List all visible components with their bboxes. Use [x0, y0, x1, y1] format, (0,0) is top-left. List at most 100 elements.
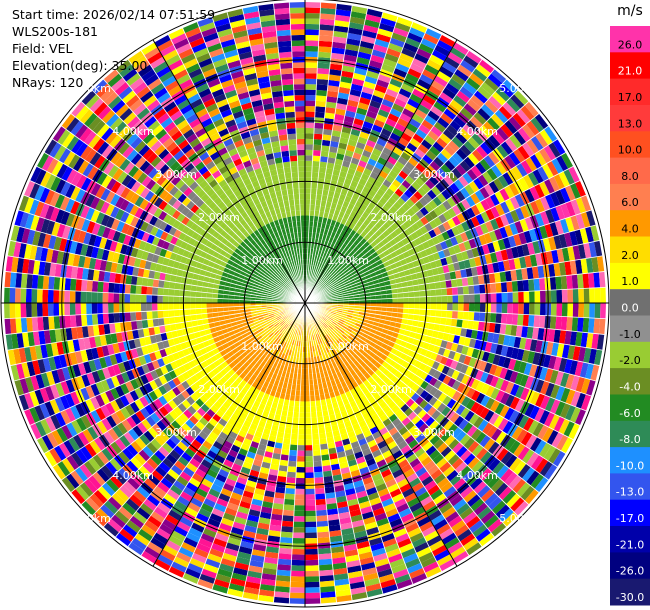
velocity-gate [194, 468, 207, 479]
velocity-gate [86, 372, 96, 386]
velocity-gate [322, 264, 327, 270]
velocity-gate [433, 379, 443, 390]
velocity-gate [119, 528, 135, 543]
velocity-gate [459, 433, 471, 446]
velocity-gate [264, 336, 271, 342]
velocity-gate [395, 422, 405, 432]
velocity-gate [61, 476, 76, 493]
velocity-gate [217, 311, 224, 317]
velocity-gate [490, 206, 500, 219]
velocity-gate [437, 203, 448, 214]
velocity-gate [511, 426, 523, 441]
velocity-gate [414, 297, 420, 303]
velocity-gate [335, 9, 352, 17]
velocity-gate [305, 160, 313, 167]
velocity-gate [415, 162, 426, 173]
velocity-gate [367, 421, 377, 430]
velocity-gate [320, 596, 337, 604]
velocity-gate [447, 295, 453, 303]
velocity-gate [51, 369, 61, 385]
velocity-gate [365, 139, 377, 148]
velocity-gate [316, 411, 323, 418]
velocity-gate [495, 282, 502, 293]
velocity-gate [327, 317, 333, 323]
velocity-gate [50, 384, 60, 400]
velocity-gate [391, 493, 405, 503]
velocity-gate [100, 404, 111, 418]
velocity-gate [339, 517, 352, 525]
velocity-gate [20, 317, 28, 333]
velocity-gate [523, 291, 530, 303]
velocity-gate [347, 167, 356, 176]
velocity-gate [403, 292, 409, 298]
velocity-gate [586, 210, 596, 227]
velocity-gate [263, 314, 270, 319]
velocity-gate [468, 338, 477, 349]
velocity-gate [552, 450, 566, 467]
velocity-gate [460, 533, 476, 547]
velocity-gate [440, 257, 448, 267]
velocity-gate [217, 303, 223, 308]
velocity-gate [289, 592, 305, 599]
velocity-gate [293, 334, 297, 340]
velocity-gate [329, 207, 336, 215]
velocity-gate [354, 451, 364, 460]
velocity-gate [430, 289, 437, 297]
velocity-gate [485, 303, 491, 313]
velocity-gate [450, 236, 459, 247]
velocity-gate [353, 344, 361, 351]
velocity-gate [398, 88, 412, 99]
velocity-gate [410, 273, 418, 281]
velocity-gate [407, 261, 415, 270]
velocity-gate [280, 311, 286, 316]
velocity-gate [352, 423, 361, 431]
velocity-gate [363, 270, 370, 277]
velocity-gate [187, 562, 203, 574]
velocity-gate [349, 435, 358, 444]
velocity-gate [242, 420, 252, 428]
velocity-gate [534, 476, 549, 493]
velocity-gate [331, 424, 339, 432]
velocity-gate [320, 317, 326, 323]
velocity-gate [141, 418, 152, 431]
velocity-gate [514, 398, 525, 413]
velocity-gate [289, 372, 294, 379]
velocity-gate [222, 512, 236, 522]
velocity-gate [490, 113, 505, 128]
velocity-gate [289, 449, 298, 456]
velocity-gate [355, 456, 366, 465]
velocity-gate [405, 324, 412, 332]
velocity-gate [440, 280, 447, 289]
velocity-gate [371, 251, 379, 259]
velocity-gate [366, 588, 383, 598]
velocity-gate [173, 367, 182, 377]
velocity-gate [565, 389, 576, 405]
velocity-gate [305, 89, 317, 96]
velocity-gate [408, 303, 415, 309]
velocity-gate [545, 382, 555, 398]
velocity-gate [332, 474, 343, 482]
velocity-gate [461, 277, 469, 287]
velocity-gate [341, 160, 351, 168]
velocity-gate [210, 543, 226, 553]
velocity-gate [305, 95, 316, 101]
velocity-gate [585, 226, 594, 243]
velocity-gate [314, 477, 324, 484]
velocity-gate [314, 482, 325, 489]
velocity-gate [419, 73, 434, 85]
velocity-gate [329, 452, 338, 460]
velocity-gate [442, 87, 457, 100]
velocity-gate [391, 288, 398, 294]
velocity-gate [96, 451, 110, 465]
velocity-gate [433, 438, 445, 450]
velocity-gate [237, 354, 244, 362]
velocity-gate [406, 472, 419, 484]
velocity-gate [453, 244, 462, 254]
velocity-gate [192, 357, 201, 366]
velocity-gate [157, 310, 164, 319]
velocity-gate [414, 486, 428, 498]
velocity-gate [18, 347, 27, 364]
velocity-gate [377, 108, 390, 118]
velocity-gate [288, 349, 293, 356]
velocity-gate [459, 144, 472, 157]
